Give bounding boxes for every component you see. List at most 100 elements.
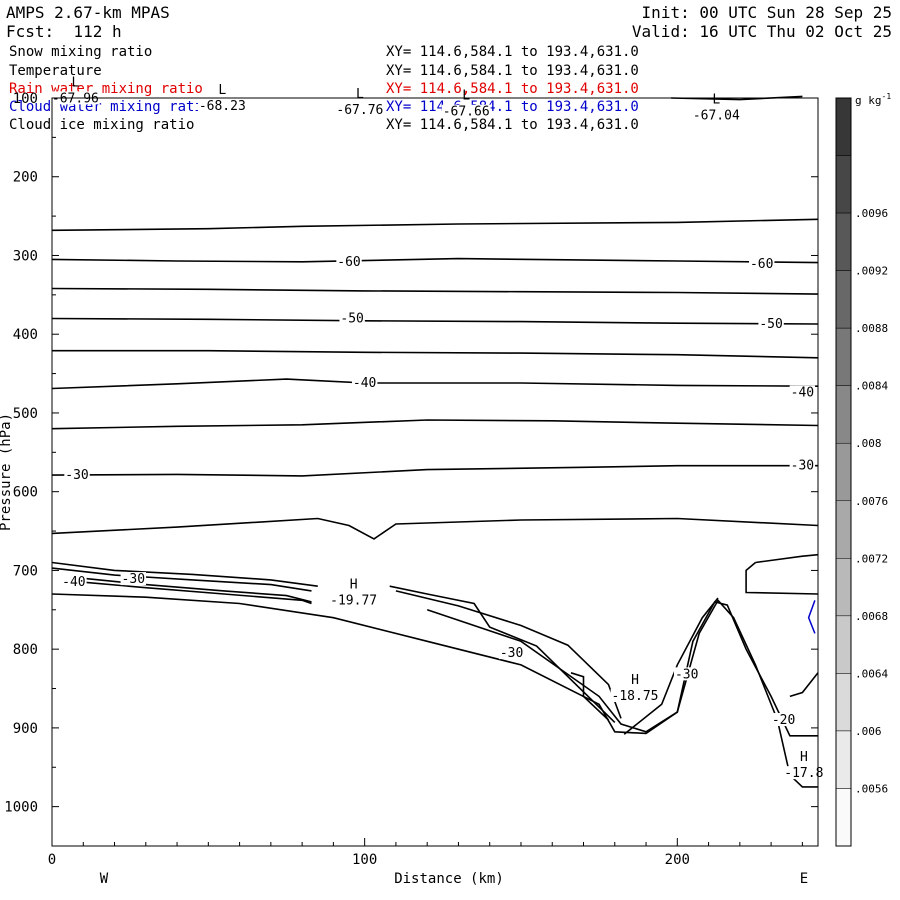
field-cloudice-label: Cloud ice mixing ratio: [9, 117, 195, 133]
y-tick-label: 800: [13, 642, 38, 658]
colorbar-unit: g kg-1: [855, 92, 891, 107]
colorbar-swatch: [835, 212, 852, 271]
temperature-contour: [51, 378, 819, 390]
contour-label-bg: [758, 316, 784, 330]
contour-label-bg: [749, 257, 775, 271]
colorbar-label: .008: [855, 437, 882, 450]
x-axis-title: Distance (km): [394, 871, 504, 887]
temperature-contour: [623, 597, 719, 735]
contour-label: -40: [353, 376, 376, 391]
temperature-contour: [51, 419, 819, 430]
colorbar-label: .0096: [855, 207, 888, 220]
contour-label-bg: [673, 667, 700, 681]
model-title: AMPS 2.67-km MPAS: [6, 3, 170, 22]
field-snow-label: Snow mixing ratio: [9, 44, 153, 60]
field-rain-xy: XY= 114.6,584.1 to 193.4,631.0: [386, 81, 639, 97]
extreme-marker: L: [356, 87, 364, 102]
y-tick-label: 600: [13, 485, 38, 501]
cloud-water-contour: [807, 600, 816, 634]
temperature-contour: [51, 218, 819, 232]
extreme-marker: H: [631, 673, 639, 688]
y-axis-title: Pressure (hPa): [0, 413, 14, 531]
y-tick-label: 700: [13, 563, 38, 579]
contour-label-bg: [789, 385, 816, 399]
colorbar-swatch: [835, 500, 852, 559]
extreme-marker: L: [218, 83, 226, 98]
east-label: E: [800, 871, 808, 887]
colorbar-label: .0068: [855, 610, 888, 623]
temperature-contour: [789, 672, 819, 698]
contour-label-bg: [789, 458, 816, 472]
contour-label-bg: [64, 468, 90, 482]
contour-label: -30: [791, 459, 814, 474]
contour-label: -30: [122, 572, 145, 587]
init-time: Init: 00 UTC Sun 28 Sep 25: [641, 3, 892, 22]
temperature-contour: [755, 553, 819, 564]
colorbar-unit-exponent: -1: [882, 92, 892, 101]
colorbar-swatch: [835, 673, 852, 732]
extreme-marker: H: [800, 750, 808, 765]
contour-label-bg: [339, 311, 365, 325]
extreme-value-bg: [441, 104, 491, 118]
valid-time: Valid: 16 UTC Thu 02 Oct 25: [631, 22, 892, 41]
colorbar-swatch: [835, 558, 852, 617]
colorbar-label: .0056: [855, 782, 888, 795]
x-tick-label: 100: [352, 852, 377, 868]
temperature-contour: [671, 95, 803, 101]
extreme-value: -67.04: [693, 109, 740, 124]
colorbar-swatch: [835, 270, 852, 329]
x-tick-label: 0: [48, 852, 56, 868]
contour-label: -60: [337, 255, 360, 270]
extreme-value: -67.76: [336, 103, 383, 118]
extreme-value-bg: [691, 108, 741, 122]
colorbar-swatch: [835, 615, 852, 674]
field-rain-label: Rain water mixing ratio: [9, 81, 203, 97]
y-tick-label: 100: [13, 91, 38, 107]
west-label: W: [100, 871, 109, 887]
plot-content: -60 -60-50 -50-40-40-30-30L-67.96L-68.23L-…: [50, 75, 825, 788]
extreme-marker: L: [712, 93, 720, 108]
temperature-contour: [395, 590, 622, 719]
contour-label: -50: [759, 317, 782, 332]
field-temperature-label: Temperature: [9, 63, 102, 79]
extreme-value: -19.77: [330, 594, 377, 609]
contour-label: -30: [65, 468, 88, 483]
colorbar: .0096 .0092 .0088 .0084 .008 .0076 .0072 .0068.…: [835, 92, 891, 847]
axes: 100 200 300 400 500 600 700 800 900 1000 0 100 200 Di…: [0, 91, 818, 887]
temperature-contour: [51, 567, 312, 592]
contour-label: -40: [791, 385, 814, 400]
colorbar-swatch: [835, 442, 852, 502]
extreme-value: -18.75: [612, 689, 659, 704]
temperature-contour: [83, 581, 312, 605]
temperature-contour: [745, 561, 819, 595]
y-tick-label: 500: [13, 406, 38, 422]
contour-label: -40: [62, 575, 85, 590]
colorbar-label: .0088: [855, 322, 888, 335]
y-tick-label: 200: [13, 170, 38, 186]
extreme-value-bg: [329, 593, 379, 607]
contour-label-bg: [770, 713, 797, 727]
temperature-contour: [51, 561, 318, 587]
forecast-hour: Fcst: 112 h: [6, 22, 122, 41]
temperature-contour: [51, 517, 819, 540]
contour-label: -30: [500, 646, 523, 661]
colorbar-swatch: [835, 155, 852, 214]
temperature-contour: [51, 593, 818, 788]
colorbar-label: .0072: [855, 552, 888, 565]
field-temperature-xy: XY= 114.6,584.1 to 193.4,631.0: [386, 63, 639, 79]
contour-label: -60: [750, 257, 773, 272]
temperature-contour: [389, 585, 616, 723]
y-tick-label: 900: [13, 721, 38, 737]
colorbar-swatch: [835, 385, 852, 444]
extreme-value: -17.8: [784, 766, 823, 781]
contour-label: -50: [340, 311, 363, 326]
contour-label-bg: [336, 254, 362, 268]
extreme-value: -68.23: [199, 99, 246, 114]
y-tick-label: 1000: [4, 800, 38, 816]
extreme-value-bg: [197, 99, 247, 113]
colorbar-frame: [835, 97, 852, 847]
extreme-marker: H: [350, 578, 358, 593]
temperature-contour: [52, 349, 819, 359]
colorbar-swatch: [835, 327, 852, 386]
